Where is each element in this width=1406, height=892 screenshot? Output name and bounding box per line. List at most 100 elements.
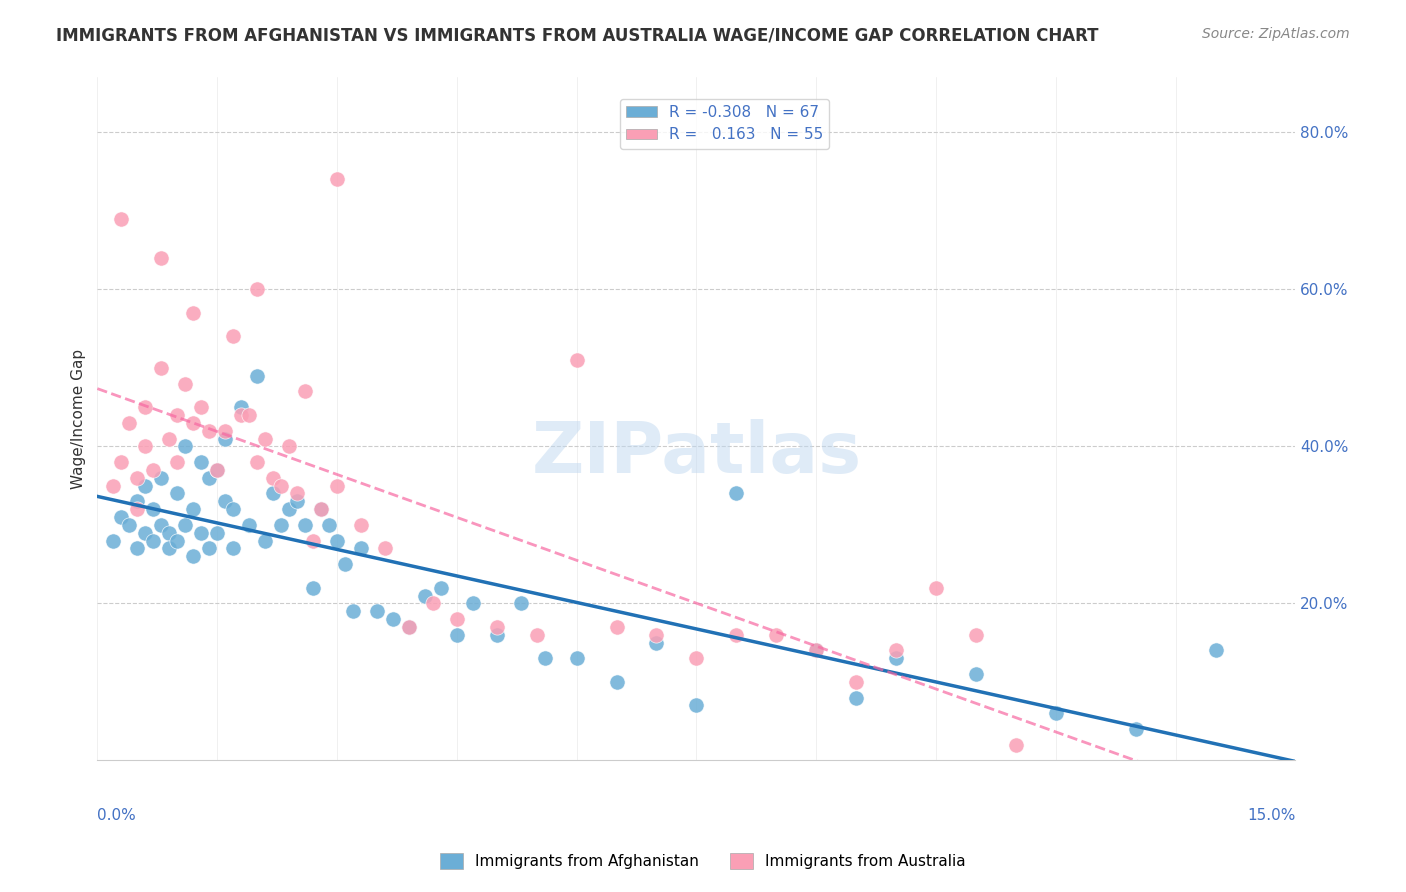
Point <box>229 400 252 414</box>
Point <box>333 557 356 571</box>
Point <box>222 502 245 516</box>
Point <box>246 368 269 383</box>
Point <box>214 424 236 438</box>
Point <box>181 306 204 320</box>
Point <box>366 604 388 618</box>
Point <box>884 643 907 657</box>
Point <box>326 533 349 548</box>
Point <box>381 612 404 626</box>
Point <box>222 541 245 556</box>
Point <box>127 541 149 556</box>
Point <box>229 408 252 422</box>
Point <box>1045 706 1067 721</box>
Point <box>302 581 325 595</box>
Point <box>606 674 628 689</box>
Point <box>134 439 156 453</box>
Point <box>285 486 308 500</box>
Point <box>278 502 301 516</box>
Point <box>342 604 364 618</box>
Point <box>461 596 484 610</box>
Point <box>181 416 204 430</box>
Point <box>645 628 668 642</box>
Point <box>150 517 173 532</box>
Point <box>127 494 149 508</box>
Point <box>205 525 228 540</box>
Text: ZIPatlas: ZIPatlas <box>531 418 862 488</box>
Point <box>326 172 349 186</box>
Point <box>270 478 292 492</box>
Point <box>485 628 508 642</box>
Point <box>294 384 316 399</box>
Point <box>166 408 188 422</box>
Point <box>845 674 868 689</box>
Point <box>166 533 188 548</box>
Point <box>190 455 212 469</box>
Point <box>294 517 316 532</box>
Point <box>110 455 132 469</box>
Point <box>150 360 173 375</box>
Point <box>214 494 236 508</box>
Point <box>198 424 221 438</box>
Legend: R = -0.308   N = 67, R =   0.163   N = 55: R = -0.308 N = 67, R = 0.163 N = 55 <box>620 99 830 149</box>
Point <box>446 612 468 626</box>
Point <box>309 502 332 516</box>
Point <box>685 651 707 665</box>
Point <box>166 486 188 500</box>
Y-axis label: Wage/Income Gap: Wage/Income Gap <box>72 349 86 489</box>
Point <box>174 376 197 391</box>
Point <box>157 541 180 556</box>
Point <box>278 439 301 453</box>
Point <box>118 517 141 532</box>
Point <box>925 581 948 595</box>
Point <box>485 620 508 634</box>
Point <box>118 416 141 430</box>
Point <box>157 432 180 446</box>
Point <box>430 581 453 595</box>
Text: Source: ZipAtlas.com: Source: ZipAtlas.com <box>1202 27 1350 41</box>
Point <box>398 620 420 634</box>
Point <box>181 549 204 564</box>
Point <box>565 651 588 665</box>
Point <box>238 408 260 422</box>
Point <box>806 643 828 657</box>
Text: IMMIGRANTS FROM AFGHANISTAN VS IMMIGRANTS FROM AUSTRALIA WAGE/INCOME GAP CORRELA: IMMIGRANTS FROM AFGHANISTAN VS IMMIGRANT… <box>56 27 1098 45</box>
Point <box>181 502 204 516</box>
Point <box>142 463 165 477</box>
Point <box>965 667 987 681</box>
Point <box>205 463 228 477</box>
Point <box>326 478 349 492</box>
Point <box>262 486 284 500</box>
Point <box>134 400 156 414</box>
Point <box>246 282 269 296</box>
Point <box>103 478 125 492</box>
Point <box>1125 722 1147 736</box>
Point <box>142 502 165 516</box>
Point <box>174 439 197 453</box>
Point <box>285 494 308 508</box>
Point <box>565 353 588 368</box>
Point <box>398 620 420 634</box>
Point <box>214 432 236 446</box>
Point <box>965 628 987 642</box>
Point <box>246 455 269 469</box>
Point <box>190 400 212 414</box>
Point <box>103 533 125 548</box>
Point <box>350 517 373 532</box>
Legend: Immigrants from Afghanistan, Immigrants from Australia: Immigrants from Afghanistan, Immigrants … <box>434 847 972 875</box>
Point <box>262 471 284 485</box>
Point <box>309 502 332 516</box>
Point <box>190 525 212 540</box>
Point <box>685 698 707 713</box>
Point <box>645 635 668 649</box>
Point <box>806 643 828 657</box>
Point <box>142 533 165 548</box>
Point <box>725 628 748 642</box>
Point <box>134 525 156 540</box>
Point <box>127 502 149 516</box>
Point <box>302 533 325 548</box>
Point <box>222 329 245 343</box>
Point <box>422 596 444 610</box>
Point <box>254 432 277 446</box>
Point <box>110 211 132 226</box>
Point <box>198 541 221 556</box>
